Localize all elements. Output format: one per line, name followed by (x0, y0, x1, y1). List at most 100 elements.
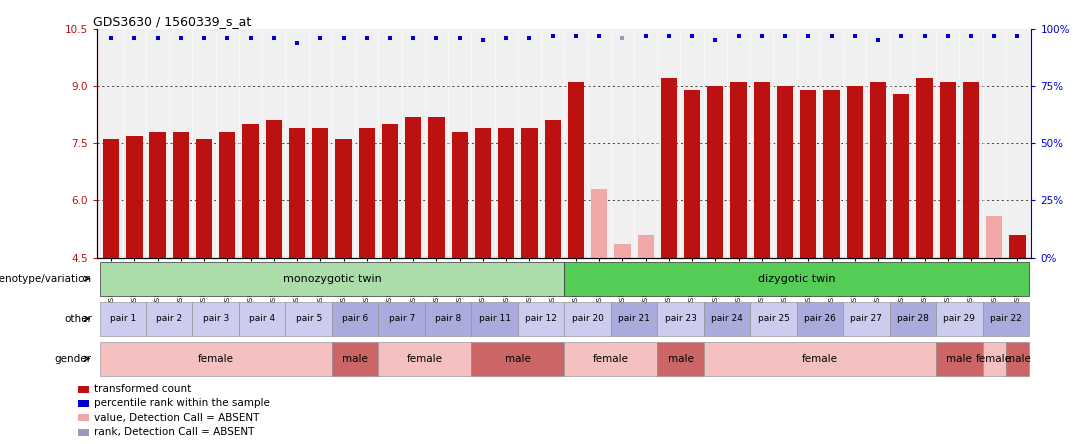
Bar (195, 139, 213, 258)
Text: female: female (802, 353, 838, 364)
Text: male: male (667, 353, 693, 364)
Bar (658, 341, 704, 376)
Text: transformed count: transformed count (94, 384, 191, 394)
Text: female: female (407, 353, 443, 364)
Bar (940, 82, 956, 258)
Bar (149, 132, 165, 258)
Text: pair 26: pair 26 (804, 314, 836, 323)
Bar (285, 301, 332, 336)
Bar (312, 128, 328, 258)
Text: male: male (504, 353, 530, 364)
Bar (847, 86, 863, 258)
Bar (192, 301, 239, 336)
Bar (475, 128, 491, 258)
Text: female: female (198, 353, 233, 364)
Bar (103, 139, 119, 258)
Bar (78, 400, 89, 407)
Text: rank, Detection Call = ABSENT: rank, Detection Call = ABSENT (94, 427, 255, 437)
Text: pair 11: pair 11 (478, 314, 511, 323)
Bar (146, 301, 192, 336)
Bar (754, 82, 770, 258)
Bar (797, 301, 843, 336)
Bar (661, 79, 677, 258)
Bar (266, 120, 282, 258)
Text: pair 21: pair 21 (618, 314, 650, 323)
Bar (986, 216, 1002, 258)
Bar (704, 301, 751, 336)
Text: female: female (976, 353, 1012, 364)
Bar (684, 90, 700, 258)
Bar (471, 341, 564, 376)
Bar (424, 301, 471, 336)
Bar (429, 116, 445, 258)
Bar (378, 301, 424, 336)
Bar (471, 301, 517, 336)
Bar (544, 120, 561, 258)
Bar (99, 301, 146, 336)
Bar (289, 128, 306, 258)
Bar (843, 301, 890, 336)
Bar (615, 244, 631, 258)
Bar (568, 82, 584, 258)
Bar (869, 82, 887, 258)
Text: GDS3630 / 1560339_s_at: GDS3630 / 1560339_s_at (93, 15, 251, 28)
Bar (704, 341, 936, 376)
Text: pair 22: pair 22 (990, 314, 1022, 323)
Bar (378, 341, 471, 376)
Text: pair 12: pair 12 (525, 314, 557, 323)
Bar (382, 124, 399, 258)
Bar (522, 128, 538, 258)
Bar (336, 139, 352, 258)
Bar (707, 86, 724, 258)
Bar (242, 124, 259, 258)
Text: male: male (1004, 353, 1030, 364)
Bar (936, 301, 983, 336)
Bar (658, 301, 704, 336)
Text: pair 20: pair 20 (571, 314, 604, 323)
Text: pair 7: pair 7 (389, 314, 415, 323)
Bar (78, 414, 89, 421)
Bar (893, 94, 909, 258)
Bar (637, 235, 653, 258)
Text: pair 8: pair 8 (435, 314, 461, 323)
Bar (239, 301, 285, 336)
Bar (173, 132, 189, 258)
Text: percentile rank within the sample: percentile rank within the sample (94, 398, 270, 408)
Bar (591, 189, 607, 258)
Bar (78, 385, 89, 392)
Bar (405, 116, 421, 258)
Bar (777, 86, 793, 258)
Bar (983, 341, 1005, 376)
Text: female: female (593, 353, 629, 364)
Bar (99, 341, 332, 376)
Bar (1005, 341, 1029, 376)
Bar (332, 341, 378, 376)
Text: pair 2: pair 2 (157, 314, 183, 323)
Bar (564, 341, 658, 376)
Bar (219, 132, 235, 258)
Text: pair 27: pair 27 (850, 314, 882, 323)
Bar (564, 262, 1029, 296)
Text: monozygotic twin: monozygotic twin (283, 274, 381, 284)
Text: value, Detection Call = ABSENT: value, Detection Call = ABSENT (94, 413, 259, 423)
Text: pair 29: pair 29 (944, 314, 975, 323)
Text: pair 3: pair 3 (203, 314, 229, 323)
Bar (916, 79, 933, 258)
Text: pair 28: pair 28 (897, 314, 929, 323)
Text: pair 24: pair 24 (711, 314, 743, 323)
Bar (78, 429, 89, 436)
Text: male: male (342, 353, 368, 364)
Bar (498, 128, 514, 258)
Text: genotype/variation: genotype/variation (0, 274, 92, 284)
Bar (517, 301, 564, 336)
Text: other: other (64, 313, 92, 324)
Text: pair 4: pair 4 (249, 314, 275, 323)
Bar (1010, 235, 1026, 258)
Bar (359, 128, 375, 258)
Bar (126, 135, 143, 258)
Bar (936, 341, 983, 376)
Text: pair 6: pair 6 (342, 314, 368, 323)
Text: gender: gender (55, 353, 92, 364)
Bar (451, 132, 468, 258)
Bar (751, 301, 797, 336)
